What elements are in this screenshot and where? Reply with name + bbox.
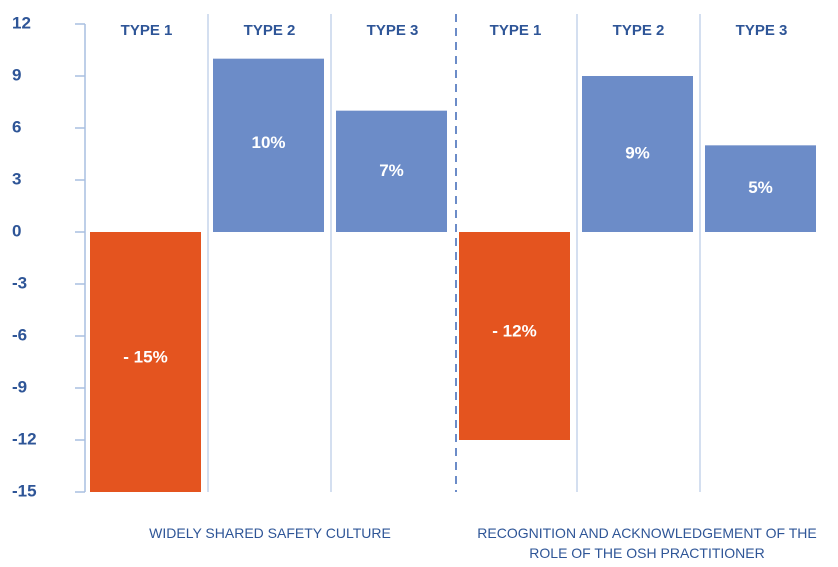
bar bbox=[705, 145, 816, 232]
y-tick-label: -15 bbox=[12, 481, 37, 500]
value-label: - 15% bbox=[123, 347, 167, 366]
value-label: 7% bbox=[379, 161, 404, 180]
category-label: WIDELY SHARED SAFETY CULTURE bbox=[149, 525, 391, 541]
bar bbox=[582, 76, 693, 232]
value-label: - 12% bbox=[492, 321, 536, 340]
category-label: RECOGNITION AND ACKNOWLEDGEMENT OF THE R… bbox=[477, 525, 817, 561]
series-label: TYPE 1 bbox=[490, 22, 542, 39]
y-tick-label: -9 bbox=[12, 377, 27, 396]
y-tick-label: 12 bbox=[12, 13, 31, 32]
y-tick-label: 3 bbox=[12, 169, 21, 188]
bar bbox=[213, 58, 324, 232]
series-label: TYPE 2 bbox=[613, 22, 665, 39]
series-label: TYPE 1 bbox=[121, 22, 173, 39]
y-tick-label: -12 bbox=[12, 429, 37, 448]
series-label: TYPE 3 bbox=[367, 22, 419, 39]
bar bbox=[336, 110, 447, 232]
series-label: TYPE 3 bbox=[736, 22, 788, 39]
y-tick-label: -3 bbox=[12, 273, 27, 292]
bar bbox=[459, 232, 570, 440]
y-tick-label: 6 bbox=[12, 117, 21, 136]
y-tick-label: 0 bbox=[12, 221, 21, 240]
y-tick-label: 9 bbox=[12, 65, 21, 84]
y-tick-label: -6 bbox=[12, 325, 27, 344]
value-label: 10% bbox=[251, 133, 285, 152]
bar bbox=[90, 232, 201, 492]
series-label: TYPE 2 bbox=[244, 22, 296, 39]
value-label: 9% bbox=[625, 143, 650, 162]
value-label: 5% bbox=[748, 178, 773, 197]
